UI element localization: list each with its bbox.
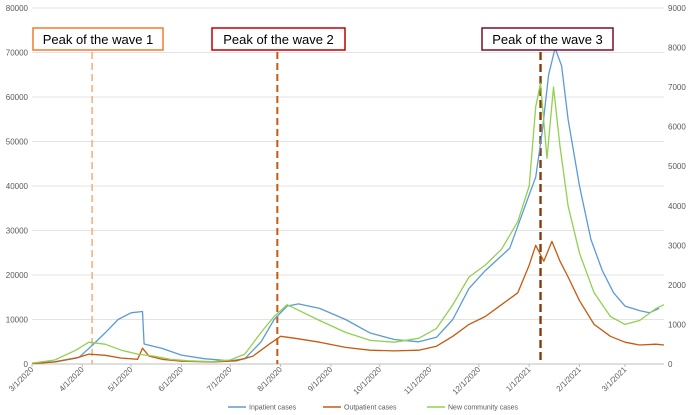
left-y-tick-label: 50000 xyxy=(6,138,29,147)
peak-markers xyxy=(91,52,542,364)
right-y-tick-label: 3000 xyxy=(668,241,686,250)
legend-label: Outpatient cases xyxy=(344,405,397,412)
peak-label: Peak of the wave 3 xyxy=(492,32,603,47)
peak-label: Peak of the wave 2 xyxy=(223,32,334,47)
peak-label-box xyxy=(481,27,614,51)
peak-label: Peak of the wave 1 xyxy=(43,32,154,47)
left-y-tick-label: 30000 xyxy=(6,227,29,236)
left-y-tick-label: 80000 xyxy=(6,4,29,13)
series-line xyxy=(31,240,665,365)
right-y-tick-label: 2000 xyxy=(668,281,686,290)
right-y-axis: 0 1000 2000 3000 4000 5000 6000 7000 8000 9000 xyxy=(668,4,686,369)
legend-label: Inpatient cases xyxy=(249,405,297,412)
right-y-tick-label: 5000 xyxy=(668,162,686,171)
left-y-axis: 0 10000 20000 30000 40000 50000 60000 70000 8000… xyxy=(6,4,29,369)
peak-label-box xyxy=(32,27,164,51)
right-y-tick-label: 6000 xyxy=(668,123,686,132)
legend: Inpatient cases Outpatient cases New commu… xyxy=(228,405,519,412)
peak-annotations: Peak of the wave 1 Peak of the wave 2 Peak… xyxy=(32,27,614,51)
left-y-tick-label: 20000 xyxy=(6,271,29,280)
right-y-tick-label: 7000 xyxy=(668,83,686,92)
right-y-tick-label: 0 xyxy=(668,360,673,369)
legend-label: New community cases xyxy=(448,405,519,412)
left-y-tick-label: 40000 xyxy=(6,182,29,191)
right-y-tick-label: 9000 xyxy=(668,4,686,13)
right-y-tick-label: 8000 xyxy=(668,44,686,53)
series-line xyxy=(31,47,660,364)
left-y-tick-label: 0 xyxy=(24,360,29,369)
right-y-tick-label: 4000 xyxy=(668,202,686,211)
right-y-tick-label: 1000 xyxy=(668,320,686,329)
peak-label-box xyxy=(211,27,346,51)
gridlines xyxy=(32,7,664,365)
series-lines xyxy=(31,47,665,365)
left-y-tick-label: 70000 xyxy=(6,49,29,58)
left-y-tick-label: 60000 xyxy=(6,93,29,102)
series-line xyxy=(31,82,665,364)
left-y-tick-label: 10000 xyxy=(6,316,29,325)
